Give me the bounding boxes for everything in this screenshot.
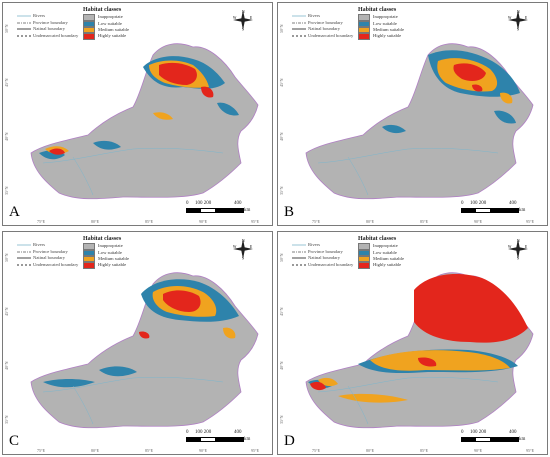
legend-class: Inappropriate: [83, 243, 129, 250]
scale-bar: 0 100 200 400 km: [461, 201, 526, 213]
panel-label: B: [284, 204, 295, 220]
legend-title: Habitat classes: [358, 236, 397, 242]
map-canvas: [30, 272, 259, 429]
north-arrow-icon: N S E W: [232, 9, 254, 32]
map-panel-c: Rivers Province boundary Natinal boundar…: [2, 231, 273, 455]
line-legend: Rivers Province boundary Natinal boundar…: [17, 13, 78, 39]
legend-undemarcated: Undemarcated boundary: [17, 261, 79, 267]
scale-bar: 0 100 200 400 km: [186, 201, 251, 213]
north-arrow-icon: N S E W: [232, 238, 254, 261]
map-canvas: [305, 43, 534, 200]
svg-text:S: S: [517, 257, 519, 261]
longitude-ticks: 75°E 80°E 85°E 90°E 95°E: [37, 448, 260, 453]
legend-province: Province boundary: [17, 19, 68, 25]
rivers: [42, 376, 224, 425]
panel-label: C: [9, 433, 20, 449]
legend-class: Highly suitable: [83, 262, 129, 269]
map-panel-a: Rivers Province boundary Natinal boundar…: [2, 2, 273, 226]
longitude-ticks: 75°E 80°E 85°E 90°E 95°E: [312, 448, 535, 453]
legend-national: Natinal boundary: [17, 255, 66, 261]
rivers: [317, 147, 499, 196]
habitat-legend: Habitat classes Inappropriate Low suitab…: [83, 236, 129, 269]
legend-title: Habitat classes: [358, 7, 397, 13]
legend-undemarcated: Undemarcated boundary: [292, 32, 354, 38]
legend-rivers: Rivers: [292, 242, 320, 247]
scale-bar: 0 100 200 400 km: [461, 430, 526, 442]
svg-text:N: N: [517, 239, 520, 243]
habitat-legend: Habitat classes Inappropriate Low suitab…: [358, 236, 404, 269]
line-legend: Rivers Province boundary Natinal boundar…: [292, 242, 353, 268]
legend-national: Natinal boundary: [292, 26, 341, 32]
svg-text:N: N: [242, 10, 245, 14]
legend-class: Medium suitable: [83, 26, 129, 34]
legend-title: Habitat classes: [83, 236, 122, 242]
longitude-ticks: 75°E 80°E 85°E 90°E 95°E: [37, 219, 260, 224]
region-highly-suitable: [453, 63, 486, 92]
legend-class: Medium suitable: [358, 26, 404, 34]
map-panel-b: Rivers Province boundary Natinal boundar…: [277, 2, 548, 226]
legend-province: Province boundary: [292, 19, 343, 25]
legend-rivers: Rivers: [292, 13, 320, 18]
legend-class: Low suitable: [358, 249, 404, 256]
legend-province: Province boundary: [17, 248, 68, 254]
legend-undemarcated: Undemarcated boundary: [17, 32, 79, 38]
longitude-ticks: 75°E 80°E 85°E 90°E 95°E: [312, 219, 535, 224]
legend-class: Inappropriate: [358, 243, 404, 250]
svg-text:E: E: [250, 245, 253, 249]
legend-national: Natinal boundary: [17, 26, 66, 32]
region-medium-suitable: [318, 350, 510, 403]
legend-class: Medium suitable: [358, 255, 404, 263]
legend-class: Inappropriate: [358, 14, 404, 21]
svg-text:E: E: [525, 245, 528, 249]
legend-rivers: Rivers: [17, 242, 45, 247]
region-highly-suitable: [139, 290, 201, 339]
line-legend: Rivers Province boundary Natinal boundar…: [292, 13, 353, 39]
svg-text:S: S: [517, 28, 519, 32]
svg-text:W: W: [508, 245, 512, 249]
habitat-legend: Habitat classes Inappropriate Low suitab…: [83, 7, 129, 40]
panel-label: A: [9, 204, 20, 220]
rivers: [317, 376, 499, 425]
map-panel-d: Rivers Province boundary Natinal boundar…: [277, 231, 548, 455]
legend-undemarcated: Undemarcated boundary: [292, 261, 354, 267]
svg-text:N: N: [242, 239, 245, 243]
legend-class: Highly suitable: [83, 33, 129, 40]
legend-title: Habitat classes: [83, 7, 122, 13]
svg-text:W: W: [233, 16, 237, 20]
svg-text:W: W: [233, 245, 237, 249]
svg-text:E: E: [250, 16, 253, 20]
region-highly-suitable: [310, 274, 528, 391]
map-canvas: [30, 43, 259, 200]
legend-national: Natinal boundary: [292, 255, 341, 261]
legend-class: Highly suitable: [358, 262, 404, 269]
scale-bar: 0 100 200 400 km: [186, 430, 251, 442]
svg-text:W: W: [508, 16, 512, 20]
panel-label: D: [284, 433, 295, 449]
legend-class: Low suitable: [83, 20, 129, 27]
north-arrow-icon: N S E W: [507, 238, 529, 261]
legend-class: Medium suitable: [83, 255, 129, 263]
svg-text:S: S: [242, 28, 244, 32]
svg-text:N: N: [517, 10, 520, 14]
legend-province: Province boundary: [292, 248, 343, 254]
map-canvas: [305, 272, 534, 429]
rivers: [42, 147, 224, 196]
svg-text:E: E: [525, 16, 528, 20]
north-arrow-icon: N S E W: [507, 9, 529, 32]
habitat-legend: Habitat classes Inappropriate Low suitab…: [358, 7, 404, 40]
legend-class: Highly suitable: [358, 33, 404, 40]
legend-class: Inappropriate: [83, 14, 129, 21]
line-legend: Rivers Province boundary Natinal boundar…: [17, 242, 78, 268]
svg-text:S: S: [242, 257, 244, 261]
legend-rivers: Rivers: [17, 13, 45, 18]
legend-class: Low suitable: [358, 20, 404, 27]
region-highly-suitable: [49, 62, 214, 155]
legend-class: Low suitable: [83, 249, 129, 256]
